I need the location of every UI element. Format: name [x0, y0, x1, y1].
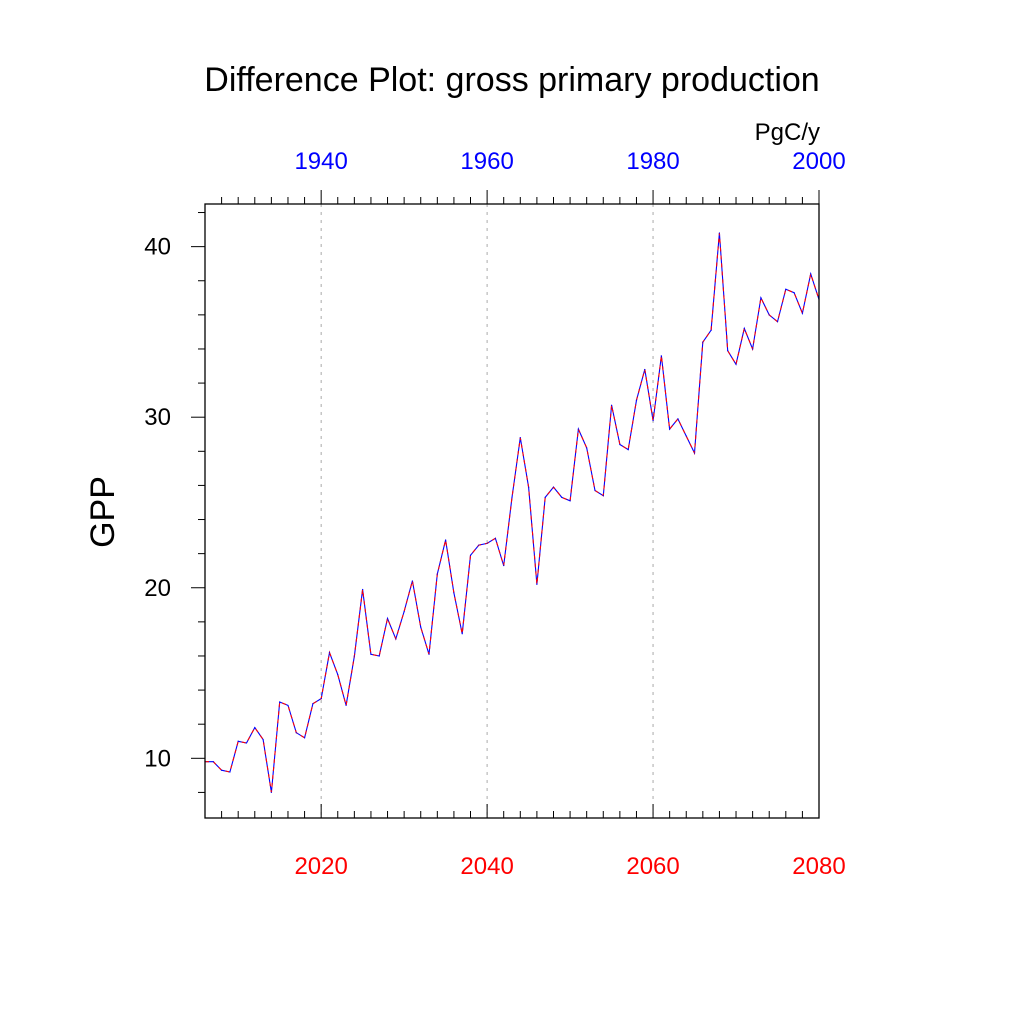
data-point: [527, 486, 530, 488]
data-point: [254, 727, 256, 729]
data-point: [212, 761, 214, 763]
data-point: [693, 452, 696, 454]
bottom-tick-label: 2020: [294, 853, 347, 880]
data-point: [801, 312, 804, 314]
data-point: [469, 554, 472, 556]
data-point: [544, 496, 546, 498]
data-point: [685, 435, 687, 437]
data-point: [793, 292, 795, 294]
data-point: [245, 742, 248, 744]
data-point: [378, 655, 380, 657]
bottom-tick-label: 2040: [460, 853, 513, 880]
data-point: [718, 232, 721, 234]
data-point: [511, 496, 513, 498]
data-point: [320, 698, 322, 700]
data-point: [569, 500, 571, 502]
data-point: [461, 633, 463, 635]
data-point: [594, 489, 596, 492]
top-tick-label: 1960: [460, 148, 513, 175]
data-point: [303, 737, 306, 739]
data-point: [229, 771, 231, 773]
data-point: [445, 539, 447, 541]
data-point: [503, 564, 505, 567]
data-point: [519, 437, 521, 439]
data-point: [743, 327, 745, 330]
data-point: [353, 655, 355, 657]
data-point: [237, 740, 239, 742]
data-point: [312, 703, 314, 705]
y-tick-label: 40: [144, 234, 171, 261]
tick-labels: 2020 2040 2060 2080 1940 1960 1980 2000 10 20 30 40: [144, 148, 845, 880]
series-line-red-dashed: [205, 232, 820, 793]
bottom-tick-label: 2080: [792, 853, 845, 880]
data-point: [362, 588, 364, 591]
units-label: PgC/y: [755, 119, 820, 146]
data-point: [386, 617, 389, 620]
data-point: [494, 537, 497, 539]
data-point: [768, 314, 770, 316]
y-axis-label: GPP: [84, 476, 122, 548]
data-point: [428, 653, 430, 655]
top-tick-label: 2000: [792, 148, 845, 175]
data-point: [677, 418, 679, 420]
grid-lines: [320, 204, 654, 818]
data-point: [552, 486, 555, 488]
data-point: [644, 368, 646, 371]
data-point: [436, 573, 438, 575]
series-layer: [204, 232, 820, 794]
data-point: [776, 321, 779, 323]
data-point: [328, 651, 331, 654]
data-point: [403, 611, 405, 613]
chart-title: Difference Plot: gross primary productio…: [204, 61, 819, 99]
data-point: [220, 769, 223, 771]
data-point: [536, 583, 538, 585]
y-tick-label: 30: [144, 404, 171, 431]
data-point: [810, 273, 812, 275]
data-point: [627, 449, 629, 451]
data-point: [279, 701, 281, 703]
data-point: [370, 653, 372, 655]
y-tick-label: 20: [144, 575, 171, 602]
data-point: [727, 350, 729, 352]
data-point: [619, 443, 621, 446]
data-point: [710, 329, 712, 331]
data-point: [577, 428, 579, 430]
data-point: [702, 341, 704, 343]
bottom-tick-label: 2060: [626, 853, 679, 880]
data-point: [478, 544, 480, 546]
axis-ticks: [191, 190, 820, 818]
data-point: [486, 542, 488, 545]
data-point: [262, 738, 264, 741]
plot-frame: [204, 203, 820, 819]
top-tick-label: 1980: [626, 148, 679, 175]
top-tick-label: 1940: [294, 148, 347, 175]
data-point: [785, 288, 787, 290]
data-point: [337, 674, 339, 676]
data-point: [602, 495, 604, 497]
data-point: [610, 404, 613, 406]
series-line-blue: [205, 232, 820, 793]
data-point: [760, 297, 762, 299]
data-point: [395, 638, 397, 640]
data-point: [270, 791, 272, 794]
data-point: [453, 592, 455, 594]
data-point: [669, 428, 671, 430]
data-point: [586, 447, 588, 449]
data-point: [735, 363, 737, 365]
data-point: [295, 732, 297, 734]
data-point: [287, 704, 289, 707]
data-point: [411, 580, 414, 582]
data-point: [345, 704, 347, 707]
data-point: [660, 355, 662, 357]
data-point: [652, 420, 654, 422]
y-tick-label: 10: [144, 745, 171, 772]
data-point: [752, 348, 754, 350]
data-point: [635, 399, 638, 401]
data-point: [561, 496, 563, 498]
data-point: [420, 626, 422, 628]
